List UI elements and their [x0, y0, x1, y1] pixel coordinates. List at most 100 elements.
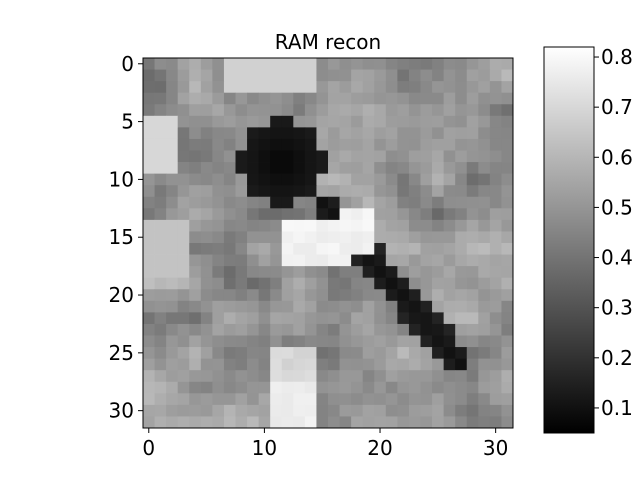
heatmap-cell [223, 266, 236, 279]
heatmap-cell [397, 358, 410, 371]
heatmap-cell [189, 231, 202, 244]
heatmap-cell [258, 370, 271, 383]
heatmap-cell [154, 416, 167, 429]
heatmap-cell [223, 231, 236, 244]
heatmap-cell [316, 127, 329, 140]
heatmap-cell [420, 127, 433, 140]
heatmap-cell [420, 300, 433, 313]
heatmap-cell [154, 208, 167, 221]
heatmap-cell [316, 289, 329, 302]
heatmap-cell [478, 58, 491, 70]
heatmap-cell [258, 416, 271, 429]
heatmap-cell [247, 219, 260, 232]
heatmap-cell [489, 370, 502, 383]
heatmap-cell [339, 127, 352, 140]
heatmap-cell [443, 347, 456, 360]
heatmap-cell [293, 347, 306, 360]
heatmap-cell [351, 266, 364, 279]
heatmap-cell [154, 289, 167, 302]
heatmap-cell [304, 381, 317, 394]
heatmap-cell [339, 358, 352, 371]
heatmap-cell [455, 81, 468, 94]
heatmap-cell [223, 173, 236, 186]
heatmap-cell [223, 115, 236, 128]
heatmap-cell [339, 404, 352, 417]
heatmap-cell [270, 173, 283, 186]
heatmap-cell [466, 254, 479, 267]
heatmap-cell [362, 115, 375, 128]
heatmap-cell [235, 81, 248, 94]
heatmap-cell [281, 208, 294, 221]
heatmap-cell [154, 277, 167, 290]
heatmap-cell [328, 416, 340, 429]
heatmap-cell [385, 335, 398, 348]
heatmap-cell [270, 277, 283, 290]
colorbar-tick-label: 0.1 [601, 396, 633, 420]
heatmap-cell [455, 173, 468, 186]
heatmap-cell [455, 219, 468, 232]
heatmap-cell [293, 231, 306, 244]
heatmap-cell [166, 196, 179, 209]
colorbar-tick-label: 0.4 [601, 246, 633, 270]
heatmap-cell [223, 58, 236, 70]
heatmap-cell [154, 231, 167, 244]
heatmap-cell [316, 335, 329, 348]
heatmap-cell [316, 92, 329, 105]
heatmap-cell [247, 104, 260, 117]
heatmap-cell [385, 208, 398, 221]
heatmap-cell [339, 173, 352, 186]
heatmap-cell [200, 416, 213, 429]
heatmap-cell [189, 69, 202, 82]
heatmap-cell [143, 219, 155, 232]
heatmap-cell [351, 243, 364, 255]
heatmap-cell [304, 335, 317, 348]
heatmap-cell [432, 196, 445, 209]
heatmap-cell [200, 208, 213, 221]
heatmap-cell [397, 312, 410, 325]
heatmap-cell [143, 358, 155, 371]
heatmap-cell [351, 335, 364, 348]
heatmap-cell [281, 381, 294, 394]
heatmap-cell [247, 416, 260, 429]
heatmap-cell [432, 92, 445, 105]
heatmap-cell [489, 162, 502, 175]
heatmap-cell [212, 69, 225, 82]
heatmap-cell [223, 104, 236, 117]
heatmap-cell [501, 208, 514, 221]
heatmap-cell [385, 370, 398, 383]
heatmap-cell [223, 370, 236, 383]
heatmap-cell [385, 185, 398, 198]
heatmap-cell [177, 381, 190, 394]
heatmap-cell [362, 323, 375, 336]
heatmap-cell [293, 266, 306, 279]
heatmap-cell [443, 138, 456, 151]
heatmap-cell [501, 219, 514, 232]
heatmap-cell [212, 150, 225, 163]
heatmap-cell [455, 69, 468, 82]
heatmap-cell [293, 208, 306, 221]
heatmap-cell [328, 347, 340, 360]
heatmap-cell [223, 138, 236, 151]
heatmap-cell [247, 115, 260, 128]
heatmap-cell [362, 416, 375, 429]
heatmap-cell [177, 277, 190, 290]
heatmap-cell [466, 196, 479, 209]
heatmap-cell [304, 208, 317, 221]
heatmap-cell [166, 358, 179, 371]
heatmap-cell [351, 300, 364, 313]
heatmap-cell [154, 138, 167, 151]
heatmap-cell [154, 162, 167, 175]
heatmap-cell [351, 231, 364, 244]
heatmap-cell [374, 370, 387, 383]
heatmap-cell [247, 196, 260, 209]
heatmap-cell [143, 196, 155, 209]
heatmap-cell [258, 312, 271, 325]
heatmap-cell [397, 370, 410, 383]
heatmap-cell [339, 300, 352, 313]
heatmap-cell [270, 208, 283, 221]
heatmap-cell [489, 127, 502, 140]
heatmap-cell [420, 231, 433, 244]
heatmap-cell [247, 266, 260, 279]
heatmap-cell [316, 115, 329, 128]
heatmap-cell [408, 358, 421, 371]
